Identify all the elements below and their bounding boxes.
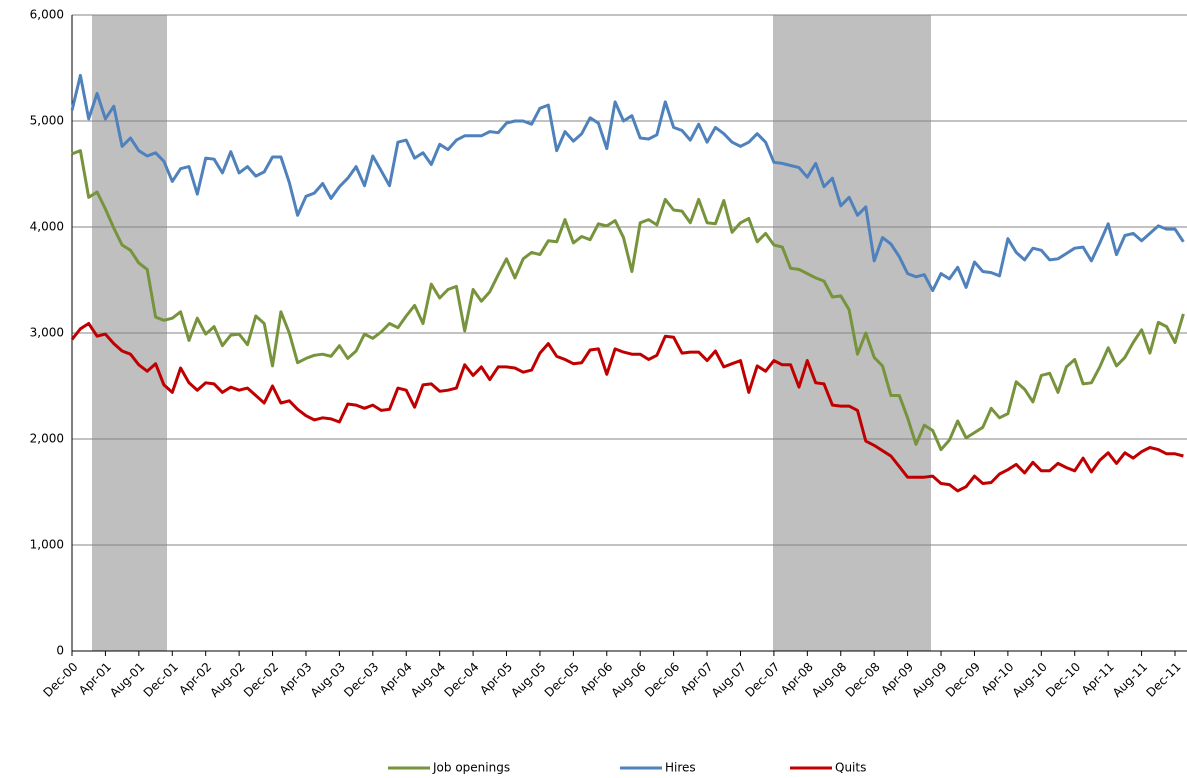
y-tick-label: 0 [56, 644, 64, 658]
x-tick-label: Aug-10 [1010, 660, 1050, 700]
x-tick-label: Aug-01 [107, 660, 147, 700]
x-tick-label: Dec-09 [943, 660, 983, 700]
x-tick-label: Dec-10 [1043, 660, 1083, 700]
y-tick-label: 2,000 [30, 432, 64, 446]
legend-label: Job openings [432, 761, 510, 775]
y-tick-label: 5,000 [30, 114, 64, 128]
x-tick-label: Aug-02 [207, 660, 247, 700]
x-tick-label: Dec-01 [141, 660, 181, 700]
x-tick-label: Dec-11 [1143, 660, 1183, 700]
x-tick-label: Aug-03 [308, 660, 348, 700]
series-line [70, 322, 1184, 493]
x-tick-label: Aug-07 [709, 660, 749, 700]
y-tick-label: 4,000 [30, 220, 64, 234]
x-tick-label: Aug-08 [809, 660, 849, 700]
y-tick-label: 1,000 [30, 538, 64, 552]
x-tick-label: Aug-05 [508, 660, 548, 700]
x-tick-label: Aug-09 [909, 660, 949, 700]
series-line [71, 149, 1185, 452]
x-tick-label: Aug-11 [1110, 660, 1150, 700]
x-tick-label: Dec-02 [241, 660, 281, 700]
x-tick-label: Dec-06 [642, 660, 682, 700]
x-tick-label: Aug-06 [608, 660, 648, 700]
legend-label: Hires [665, 761, 696, 775]
x-tick-label: Dec-08 [843, 660, 883, 700]
x-tick-label: Dec-00 [40, 660, 80, 700]
x-tick-label: Dec-05 [542, 660, 582, 700]
y-tick-label: 6,000 [30, 8, 64, 22]
series-line [70, 73, 1185, 293]
y-tick-label: 3,000 [30, 326, 64, 340]
x-tick-label: Dec-04 [442, 660, 482, 700]
legend-label: Quits [835, 761, 866, 775]
x-tick-label: Dec-03 [341, 660, 381, 700]
x-tick-label: Aug-04 [408, 660, 448, 700]
x-tick-label: Dec-07 [742, 660, 782, 700]
